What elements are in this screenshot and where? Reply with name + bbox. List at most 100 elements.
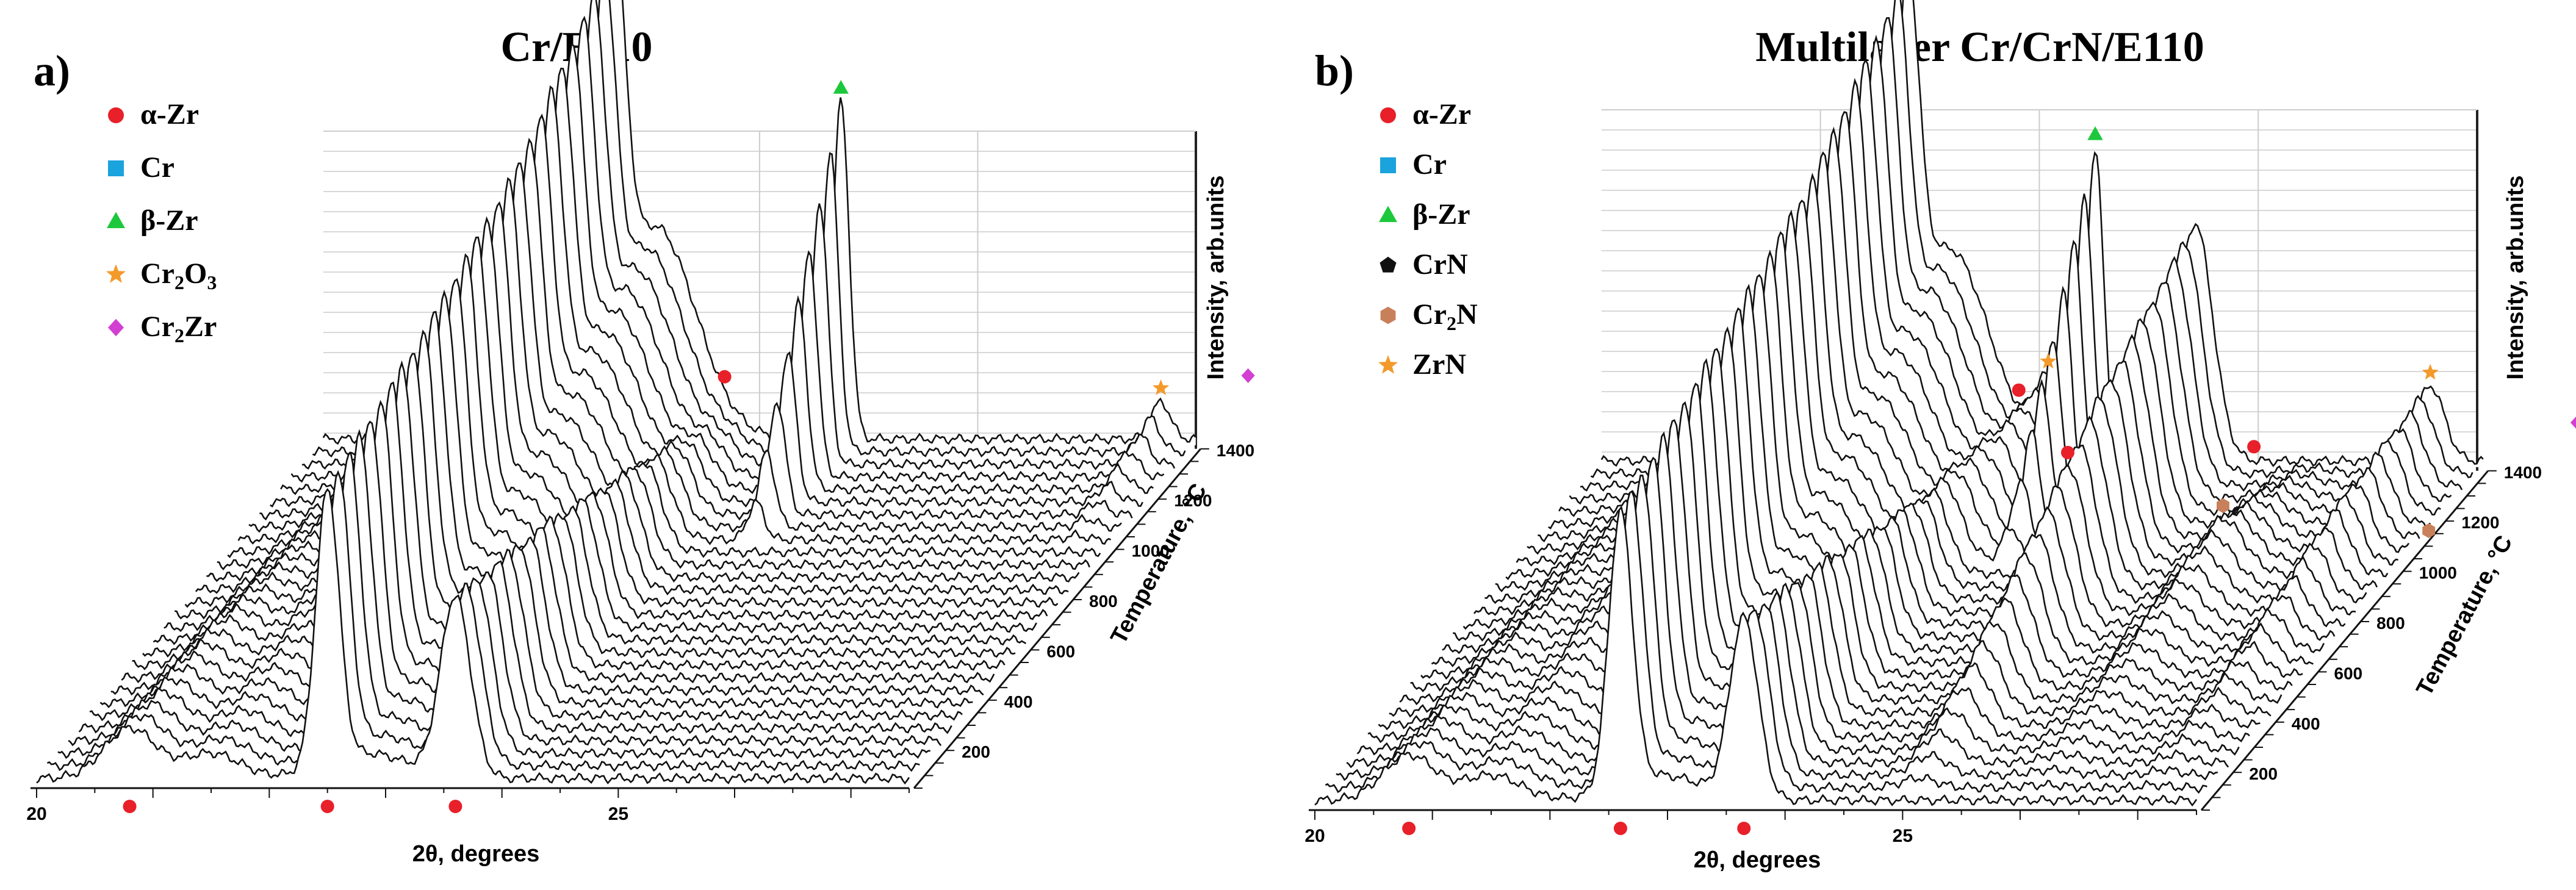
legend-label-text: ZrN [1412, 348, 1466, 381]
peak-marker-zrn [2422, 364, 2439, 380]
legend-label-text: O [184, 257, 207, 290]
legend-label: α-Zr [140, 98, 199, 131]
temperature-tick-label: 1400 [2504, 463, 2542, 482]
peak-marker-zrn [2040, 353, 2057, 369]
temperature-tick-label: 200 [962, 742, 990, 761]
legend-label-text: Cr [140, 151, 174, 184]
peak-marker--zr [718, 370, 732, 384]
temperature-tick-label: 800 [1089, 592, 1118, 611]
legend-label-text: α-Zr [140, 98, 199, 131]
legend-pentagon-icon [1380, 256, 1397, 273]
temperature-tick-label: 400 [2292, 714, 2320, 733]
legend-label: β-Zr [1412, 198, 1470, 231]
peak-marker--zr [2060, 445, 2074, 459]
legend-square-icon [1380, 157, 1396, 173]
xrd-trace [1346, 456, 2229, 769]
legend-diamond-icon [108, 318, 124, 337]
legend-star-icon [106, 264, 126, 283]
temperature-tick-label: 200 [2249, 764, 2278, 783]
x-tick-label: 25 [608, 804, 628, 824]
xrd-trace [164, 278, 1037, 634]
xrd-trace [46, 470, 920, 772]
panel-b-peak-markers [1402, 126, 2576, 835]
xrd-trace [1431, 307, 2314, 668]
xrd-trace [1367, 419, 2250, 744]
peak-marker--zr [2012, 383, 2026, 397]
trace-occlusion [174, 254, 1048, 622]
temperature-tick-label: 400 [1004, 692, 1033, 711]
xrd-trace [89, 400, 963, 722]
trace-occlusion [1431, 308, 2314, 669]
xrd-trace [36, 488, 910, 785]
legend-label: α-Zr [1412, 98, 1471, 131]
panel-b-label: b) [1315, 46, 1354, 95]
legend-label: Cr [1412, 148, 1447, 181]
temperature-tick-label: 800 [2376, 614, 2405, 633]
legend-star-icon [1378, 355, 1398, 374]
legend-label: Cr2Zr [140, 310, 217, 346]
trace-occlusion [1410, 349, 2292, 694]
panel-b: b) Multilayer Cr/CrN/E110 20 25 200 400 600 8… [1304, 0, 2576, 873]
legend-label-text: Cr [140, 310, 174, 343]
legend-label-subscript: 2 [174, 271, 184, 293]
legend-label-text: β-Zr [1412, 198, 1470, 231]
legend-label: ZrN [1412, 348, 1466, 381]
peak-marker-cr2n [2422, 523, 2436, 539]
temperature-tick-label: 1200 [1174, 491, 1212, 510]
peak-marker-cr2zr [2570, 416, 2576, 429]
xrd-trace [1399, 358, 2283, 706]
legend-label: Cr [140, 151, 174, 184]
legend-label-text: Cr [140, 257, 174, 290]
peak-marker--zr [448, 800, 462, 813]
legend-label-subscript: 2 [1447, 312, 1456, 334]
legend-circle-icon [1380, 107, 1396, 123]
trace-occlusion [37, 489, 909, 784]
panel-a-x-axis-label: 2θ, degrees [412, 841, 540, 867]
xrd-trace [1442, 284, 2325, 655]
xrd-trace [110, 360, 984, 697]
temperature-tick-label: 1400 [1217, 441, 1254, 460]
legend-label-text: N [1456, 298, 1478, 331]
xrd-trace [1389, 382, 2272, 718]
temperature-tick-label: 1000 [1132, 542, 1170, 561]
panel-b-traces [1314, 0, 2484, 807]
x-tick-label: 20 [1304, 826, 1325, 846]
temperature-tick-label: 600 [2334, 664, 2362, 683]
xrd-trace [1420, 326, 2303, 681]
trace-occlusion [1453, 275, 2335, 644]
xrd-trace [153, 289, 1027, 647]
peak-marker-cr2o3 [1153, 379, 1170, 395]
xrd-trace [142, 310, 1016, 659]
xrd-trace [1378, 401, 2261, 731]
panel-a: a) Cr/E110 20 25200400600800100012001400 … [26, 0, 1255, 867]
panel-a-traces [36, 0, 1196, 785]
peak-marker--zr [833, 80, 849, 94]
panel-b-title: Multilayer Cr/CrN/E110 [1755, 24, 2204, 71]
x-tick-label: 20 [26, 804, 46, 824]
xrd-trace [1410, 348, 2293, 693]
legend-label: Cr2N [1412, 298, 1478, 334]
peak-marker--zr [320, 800, 334, 813]
legend-triangle-icon [1379, 206, 1397, 223]
legend-square-icon [108, 160, 124, 176]
legend-label-subscript: 3 [207, 271, 217, 293]
temperature-axis-line [913, 448, 1201, 789]
peak-marker--zr [123, 800, 137, 813]
xrd-trace [1453, 274, 2336, 643]
legend-label-text: α-Zr [1412, 98, 1471, 131]
peak-marker--zr [2247, 440, 2261, 454]
trace-occlusion [1442, 286, 2324, 656]
legend-label-text: Cr [1412, 148, 1447, 181]
trace-occlusion [164, 279, 1037, 634]
legend-hexagon-icon [1380, 306, 1396, 325]
panel-b-y-axis-label: Intensity, arb.units [2503, 175, 2528, 379]
xrd-trace [78, 420, 952, 734]
peak-marker--zr [1737, 822, 1751, 835]
temperature-tick-label: 600 [1046, 642, 1075, 661]
panel-a-label: a) [34, 46, 70, 95]
panel-a-y-axis-label: Intensity, arb.units [1203, 175, 1229, 379]
legend-label-text: β-Zr [140, 204, 198, 237]
xrd-trace [1336, 475, 2218, 781]
